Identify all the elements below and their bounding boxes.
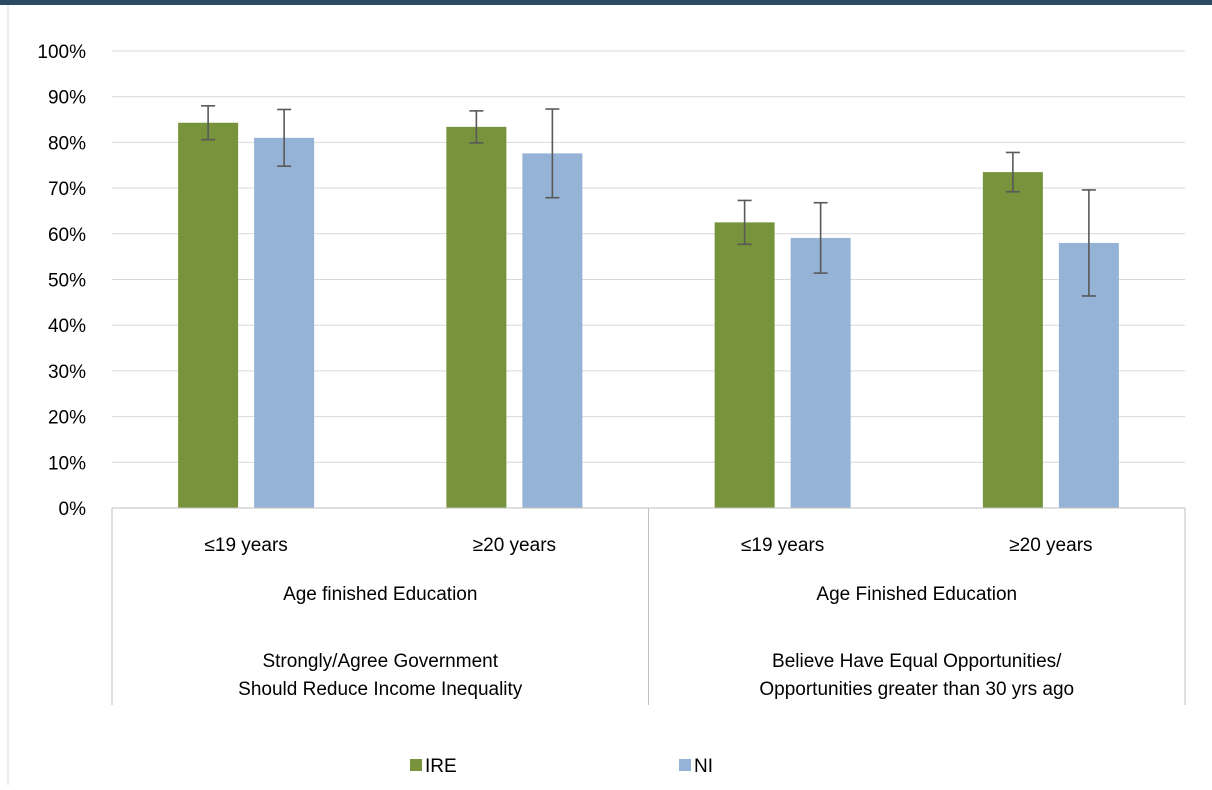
bar-ni-0 (254, 137, 315, 508)
x-category-label: ≥20 years (473, 535, 556, 556)
legend-swatch-ni (679, 759, 691, 771)
x-group-label: Believe Have Equal Opportunities/ (772, 651, 1062, 672)
bar-ire-3 (982, 172, 1043, 509)
y-tick-label: 0% (59, 499, 87, 520)
y-tick-label: 90% (48, 88, 86, 109)
x-category-label: ≥20 years (1009, 535, 1092, 556)
bars (178, 122, 1119, 509)
x-category-label: ≤19 years (741, 535, 824, 556)
y-tick-label: 40% (48, 316, 86, 337)
legend-label-ni: NI (694, 756, 713, 777)
bar-ire-1 (446, 126, 507, 508)
x-group-label: Opportunities greater than 30 yrs ago (759, 679, 1074, 700)
y-tick-label: 100% (37, 42, 86, 63)
error-bars (201, 105, 1096, 297)
x-subgroup-label: Age finished Education (283, 584, 477, 605)
x-subgroup-label: Age Finished Education (816, 584, 1017, 605)
legend: IRE NI (410, 756, 713, 777)
y-tick-label: 70% (48, 179, 86, 200)
x-category-label: ≤19 years (204, 535, 287, 556)
y-tick-label: 80% (48, 133, 86, 154)
bar-ire-2 (714, 222, 775, 508)
y-tick-label: 30% (48, 362, 86, 383)
x-group-label: Should Reduce Income Inequality (238, 679, 523, 700)
y-tick-label: 20% (48, 408, 86, 429)
bar-ni-1 (522, 153, 583, 509)
y-tick-label: 10% (48, 453, 86, 474)
y-axis-ticks: 0% 10% 20% 30% 40% 50% 60% 70% 80% 90% 100% (37, 42, 86, 520)
y-tick-label: 60% (48, 225, 86, 246)
x-axis: ≤19 years ≥20 years ≤19 years ≥20 years Age … (111, 507, 1186, 705)
bar-ni-2 (790, 237, 851, 508)
bar-ire-0 (178, 122, 239, 509)
y-tick-label: 50% (48, 271, 86, 292)
top-border-bar (0, 0, 1212, 5)
x-group-label: Strongly/Agree Government (262, 651, 498, 672)
legend-swatch-ire (410, 759, 422, 771)
legend-label-ire: IRE (425, 756, 457, 777)
